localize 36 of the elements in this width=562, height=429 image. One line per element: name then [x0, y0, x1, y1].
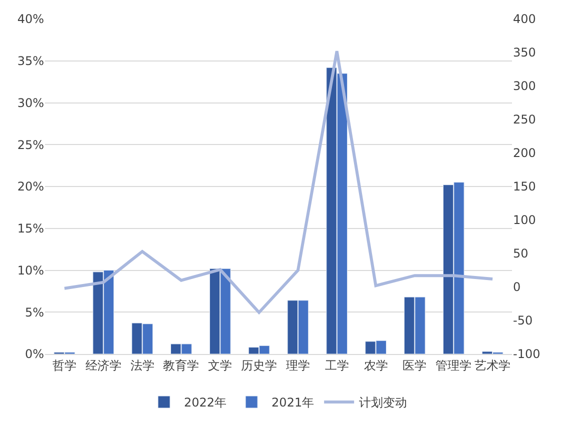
- y2-tick-label: 200: [513, 146, 536, 160]
- y2-tick-label: 150: [513, 180, 536, 194]
- y2-tick-label: 250: [513, 112, 536, 127]
- y-tick-label: 5%: [24, 305, 44, 320]
- x-tick-label: 艺术学: [474, 358, 511, 372]
- y-tick-label: 40%: [17, 12, 44, 26]
- x-tick-label: 法学: [130, 358, 154, 372]
- y2-tick-label: 100: [513, 213, 536, 228]
- y-tick-label: 25%: [17, 138, 44, 152]
- y-tick-label: 10%: [17, 263, 44, 278]
- x-tick-label: 历史学: [241, 358, 278, 372]
- y-tick-label: 0%: [24, 347, 44, 362]
- y-tick-label: 35%: [17, 54, 44, 68]
- x-tick-label: 哲学: [52, 358, 76, 372]
- y-tick-label: 30%: [17, 96, 44, 110]
- legend-label: 2022年: [184, 396, 227, 410]
- legend-label: 2021年: [272, 396, 314, 410]
- y2-tick-label: -100: [513, 347, 540, 362]
- line-series: [62, 50, 494, 314]
- x-tick-label: 工学: [324, 358, 349, 372]
- x-tick-label: 教育学: [163, 358, 200, 372]
- y2-tick-label: -50: [513, 314, 533, 328]
- x-tick-label: 医学: [402, 358, 427, 372]
- y2-tick-label: 350: [513, 46, 536, 60]
- y2-tick-label: 400: [513, 12, 536, 26]
- x-tick-label: 经济学: [85, 358, 122, 372]
- y2-tick-label: 300: [513, 79, 536, 94]
- x-tick-label: 农学: [364, 358, 388, 372]
- x-tick-label: 管理学: [436, 358, 472, 372]
- x-tick-label: 文学: [208, 358, 232, 372]
- y2-tick-label: 0: [513, 280, 521, 294]
- y-tick-label: 15%: [17, 222, 44, 236]
- x-tick-label: 理学: [286, 358, 310, 372]
- y2-tick-label: 50: [513, 246, 528, 261]
- y-tick-label: 20%: [17, 180, 44, 194]
- legend-label: 计划变动: [359, 396, 408, 410]
